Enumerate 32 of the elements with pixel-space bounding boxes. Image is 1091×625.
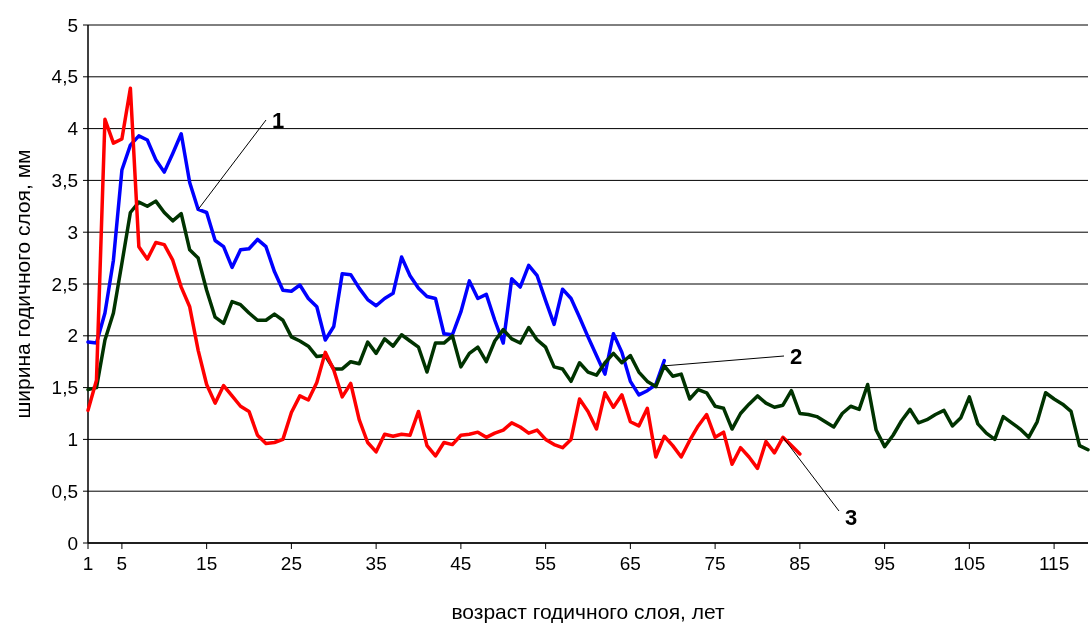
y-tick-label: 0 (67, 532, 78, 554)
x-tick-label: 115 (1038, 553, 1070, 574)
y-tick-label: 5 (67, 14, 78, 36)
y-axis-title: ширина годичного слоя, мм (11, 149, 34, 419)
y-tick-label: 1,5 (51, 377, 78, 399)
line-series (86, 199, 1090, 452)
line-series (86, 132, 667, 397)
x-tick-label: 35 (365, 553, 387, 574)
x-tick-label: 55 (535, 553, 557, 574)
x-axis-title: возраст годичного слоя, лет (451, 600, 725, 623)
x-tick-label: 1 (82, 553, 94, 574)
text: 1 (272, 108, 285, 133)
x-tick-label: 105 (953, 553, 986, 574)
text: 3 (845, 505, 858, 530)
y-tick-label: 1 (67, 429, 78, 451)
y-tick-label: 3 (67, 221, 78, 243)
x-tick-label: 45 (450, 553, 472, 574)
y-tick-label: 4,5 (51, 66, 78, 88)
y-tick-label: 2 (67, 325, 78, 347)
line-series (86, 86, 802, 471)
y-tick-label: 0,5 (51, 480, 78, 502)
x-tick-label: 15 (196, 553, 218, 574)
x-tick-label: 25 (280, 553, 302, 574)
series-label: 2 (790, 344, 803, 369)
y-tick-label: 4 (67, 118, 79, 140)
y-tick-label: 2,5 (51, 273, 78, 295)
x-tick-label: 85 (789, 553, 811, 574)
x-tick-label: 5 (116, 553, 128, 574)
x-tick-label: 65 (619, 553, 641, 574)
x-tick-label: 75 (704, 553, 726, 574)
y-tick-label: 3,5 (51, 170, 78, 192)
x-tick-label: 95 (874, 553, 896, 574)
